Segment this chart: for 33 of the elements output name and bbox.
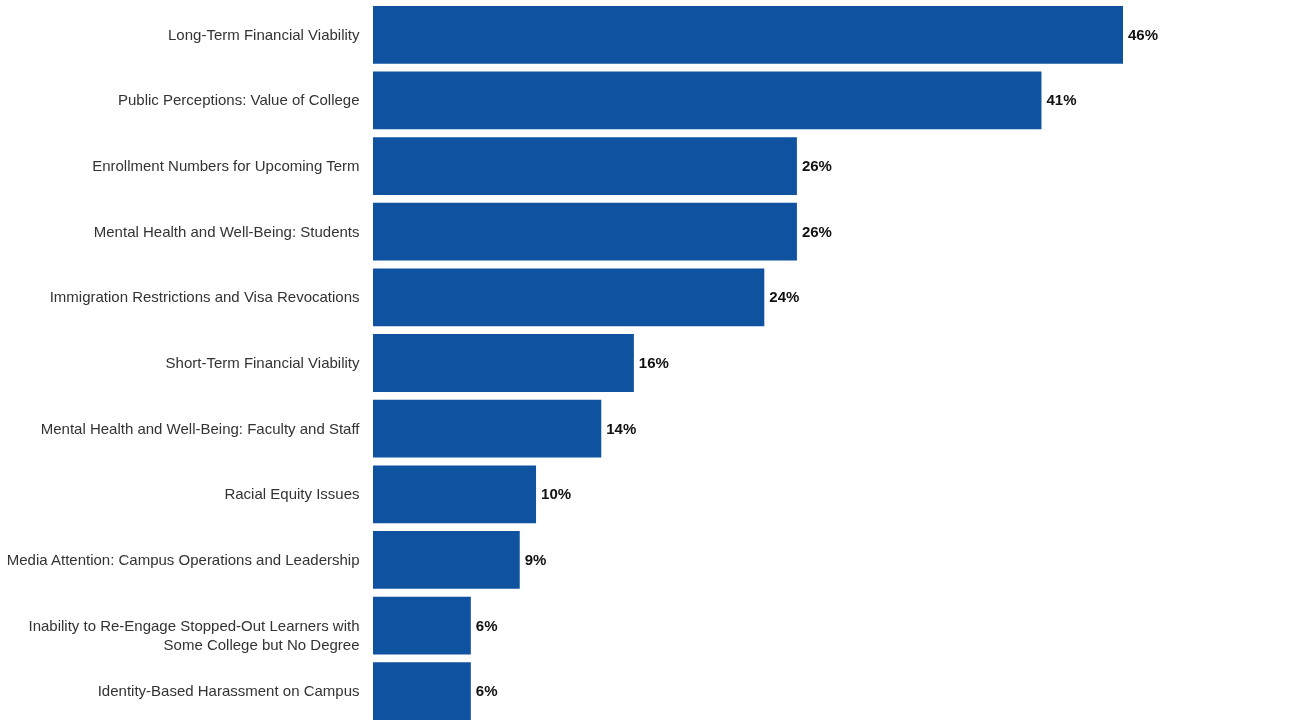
data-label: 26% bbox=[801, 157, 832, 175]
bar bbox=[373, 662, 471, 721]
y-tick-label: Identity-Based Harassment on Campus bbox=[97, 682, 360, 700]
data-label: 6% bbox=[475, 616, 498, 634]
data-label: 9% bbox=[524, 550, 547, 568]
y-tick-label: Mental Health and Well-Being: Faculty and Staff bbox=[40, 419, 361, 437]
bar bbox=[373, 596, 471, 655]
data-label: 14% bbox=[606, 419, 637, 437]
data-label: 16% bbox=[638, 354, 669, 371]
y-tick-label: Racial Equity Issues bbox=[224, 485, 360, 503]
data-label: 41% bbox=[1046, 91, 1077, 109]
bar bbox=[373, 334, 634, 392]
bar bbox=[373, 399, 602, 458]
y-tick-label: Long-Term Financial Viability bbox=[168, 25, 360, 43]
bar bbox=[373, 268, 765, 327]
data-label: 26% bbox=[801, 222, 832, 240]
bar bbox=[373, 465, 537, 524]
y-tick-label: Media Attention: Campus Operations and Leadership bbox=[6, 550, 360, 568]
y-tick-label: Inability to Re-Engage Stopped-Out Learners with Some College but No Degree bbox=[28, 616, 360, 653]
y-tick-label: Short-Term Financial Viability bbox=[165, 354, 360, 371]
data-label: 46% bbox=[1128, 25, 1159, 43]
y-tick-label: Enrollment Numbers for Upcoming Term bbox=[92, 157, 360, 175]
bar bbox=[373, 531, 520, 589]
y-tick-label: Immigration Restrictions and Visa Revocations bbox=[49, 288, 360, 306]
y-tick-label: Public Perceptions: Value of College bbox=[117, 91, 360, 109]
bar bbox=[373, 137, 797, 195]
bar bbox=[373, 71, 1042, 130]
y-tick-label: Mental Health and Well-Being: Students bbox=[93, 222, 360, 240]
data-label: 6% bbox=[475, 682, 498, 700]
bar bbox=[373, 5, 1123, 64]
data-label: 24% bbox=[769, 288, 800, 306]
bar bbox=[373, 202, 797, 261]
data-label: 10% bbox=[541, 485, 572, 503]
